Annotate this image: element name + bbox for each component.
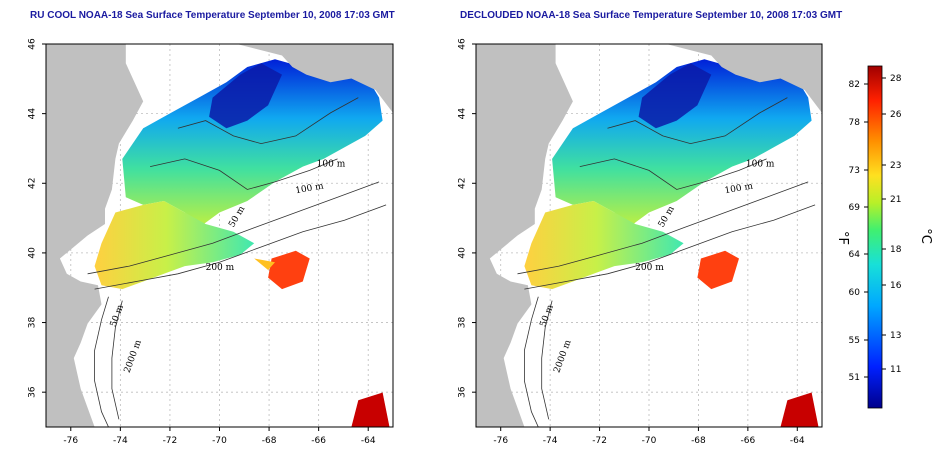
colorbar-c-label: 13 bbox=[890, 331, 901, 341]
sst-cold-gulf-of-maine bbox=[209, 63, 282, 129]
sst-warm-patch-south bbox=[780, 392, 819, 427]
contour-label: 100 m bbox=[746, 160, 775, 170]
bathymetry-contour bbox=[150, 158, 338, 190]
colorbar: 82 78 73 69 64 60 55 51 28 26 23 21 18 16 13 11 °F °C bbox=[835, 65, 933, 409]
contour-label: 200 m bbox=[635, 263, 664, 273]
lat-tick-label: 44 bbox=[458, 108, 468, 120]
lon-tick-label: -64 bbox=[361, 436, 376, 446]
bathymetry-contour bbox=[524, 204, 816, 290]
colorbar-f-label: 64 bbox=[849, 250, 861, 260]
colorbar-c-unit: °C bbox=[918, 228, 933, 244]
lon-tick-label: -72 bbox=[592, 436, 607, 446]
lat-tick-label: 36 bbox=[458, 386, 468, 398]
sst-field-north bbox=[122, 59, 383, 228]
colorbar-c-label: 26 bbox=[890, 110, 902, 120]
lat-tick-label: 40 bbox=[28, 247, 38, 259]
lat-tick-label: 42 bbox=[28, 178, 38, 189]
colorbar-f-label: 73 bbox=[849, 166, 860, 176]
lon-tick-label: -68 bbox=[262, 436, 277, 446]
lat-tick-label: 40 bbox=[458, 247, 468, 259]
colorbar-f-label: 55 bbox=[849, 336, 860, 346]
bathymetry-contour bbox=[94, 296, 109, 427]
colorbar-f-unit: °F bbox=[835, 231, 850, 245]
bathymetry-contour bbox=[87, 181, 380, 275]
lon-tick-label: -74 bbox=[543, 436, 558, 446]
lon-tick-label: -70 bbox=[642, 436, 657, 446]
bathymetry-contour bbox=[94, 204, 387, 290]
lat-tick-label: 36 bbox=[28, 386, 38, 398]
colorbar-f-label: 51 bbox=[849, 373, 860, 383]
sst-warm-eddy bbox=[697, 250, 739, 290]
sst-warm-eddy bbox=[268, 250, 310, 290]
contour-label: 100 m bbox=[295, 181, 325, 196]
colorbar-f-label: 69 bbox=[849, 203, 861, 213]
colorbar-gradient bbox=[867, 65, 883, 409]
contour-label: 100 m bbox=[724, 181, 754, 196]
colorbar-c-label: 11 bbox=[890, 365, 901, 375]
lat-tick-label: 42 bbox=[458, 178, 468, 189]
colorbar-c-label: 18 bbox=[890, 245, 902, 255]
panel-left-title: RU COOL NOAA-18 Sea Surface Temperature … bbox=[30, 10, 395, 21]
bathymetry-contour bbox=[541, 300, 553, 420]
lat-tick-label: 38 bbox=[458, 317, 468, 329]
lon-tick-label: -70 bbox=[212, 436, 227, 446]
lon-tick-label: -66 bbox=[311, 436, 326, 446]
colorbar-c-label: 28 bbox=[890, 74, 902, 84]
bathymetry-contour bbox=[517, 181, 809, 275]
colorbar-c-label: 21 bbox=[890, 195, 901, 205]
sst-warm-patch-south bbox=[351, 392, 390, 427]
bathymetry-contour bbox=[524, 296, 539, 427]
contour-label: 100 m bbox=[317, 160, 346, 170]
lon-tick-label: -68 bbox=[691, 436, 706, 446]
bathymetry-contour bbox=[579, 158, 767, 190]
sst-speckle bbox=[254, 258, 275, 270]
land-mass bbox=[476, 44, 573, 427]
sst-field-shelf bbox=[524, 201, 684, 290]
land-nova-scotia bbox=[236, 44, 393, 113]
land-nova-scotia bbox=[666, 44, 822, 113]
bathymetry-contour bbox=[111, 300, 123, 420]
contour-label: 200 m bbox=[206, 263, 235, 273]
sst-field-north bbox=[552, 59, 812, 228]
lon-tick-label: -72 bbox=[163, 436, 178, 446]
lat-tick-label: 46 bbox=[458, 38, 468, 50]
bathymetry-contour bbox=[607, 97, 788, 145]
lon-tick-label: -74 bbox=[113, 436, 128, 446]
land-mass bbox=[46, 44, 144, 427]
bathymetry-contour bbox=[177, 97, 359, 145]
colorbar-f-label: 60 bbox=[849, 288, 861, 298]
colorbar-c-label: 23 bbox=[890, 161, 901, 171]
sst-cold-gulf-of-maine bbox=[638, 63, 712, 129]
sst-field-shelf bbox=[94, 201, 255, 290]
lat-tick-label: 46 bbox=[28, 38, 38, 50]
colorbar-f-label: 78 bbox=[849, 118, 861, 128]
lat-tick-label: 44 bbox=[28, 108, 38, 120]
lon-tick-label: -76 bbox=[493, 436, 508, 446]
colorbar-c-label: 16 bbox=[890, 281, 902, 291]
lon-tick-label: -66 bbox=[741, 436, 756, 446]
panel-right-title: DECLOUDED NOAA-18 Sea Surface Temperatur… bbox=[460, 10, 843, 21]
lon-tick-label: -76 bbox=[63, 436, 78, 446]
lon-tick-label: -64 bbox=[790, 436, 805, 446]
lat-tick-label: 38 bbox=[28, 317, 38, 329]
colorbar-f-label: 82 bbox=[849, 80, 860, 90]
